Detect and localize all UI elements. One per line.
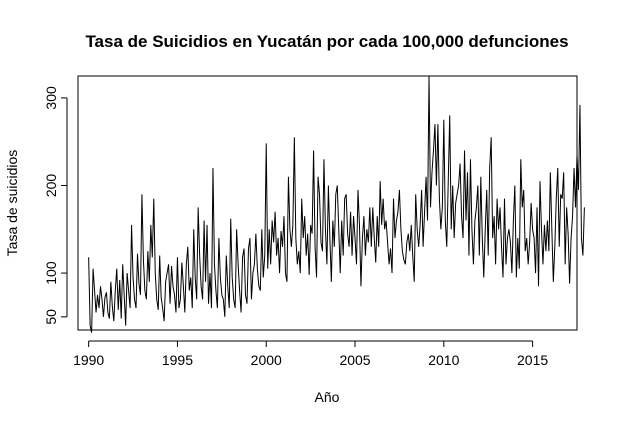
y-axis: 50 100 200 300 bbox=[43, 86, 68, 325]
y-tick-label: 100 bbox=[43, 261, 59, 285]
y-tick-label: 200 bbox=[43, 174, 59, 198]
x-axis-label: Año bbox=[315, 389, 340, 405]
x-tick-label: 2000 bbox=[251, 352, 282, 368]
y-tick-label: 300 bbox=[43, 86, 59, 110]
plot-frame bbox=[77, 75, 578, 331]
chart-title: Tasa de Suicidios en Yucatán por cada 10… bbox=[85, 32, 568, 51]
x-tick-label: 1995 bbox=[162, 352, 193, 368]
x-tick-label: 1990 bbox=[73, 352, 104, 368]
x-tick-label: 2010 bbox=[428, 352, 459, 368]
x-tick-label: 2015 bbox=[517, 352, 548, 368]
x-tick-label: 2005 bbox=[339, 352, 370, 368]
y-axis-label: Tasa de suicidios bbox=[4, 150, 20, 257]
x-axis: 1990 1995 2000 2005 2010 2015 bbox=[73, 340, 548, 368]
y-tick-label: 50 bbox=[43, 309, 59, 325]
series-line bbox=[88, 75, 585, 333]
